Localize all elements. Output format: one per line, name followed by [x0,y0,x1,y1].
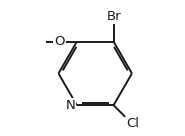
Text: Br: Br [106,10,121,23]
Text: Cl: Cl [126,117,139,130]
Text: N: N [66,99,75,112]
Text: O: O [54,35,64,48]
